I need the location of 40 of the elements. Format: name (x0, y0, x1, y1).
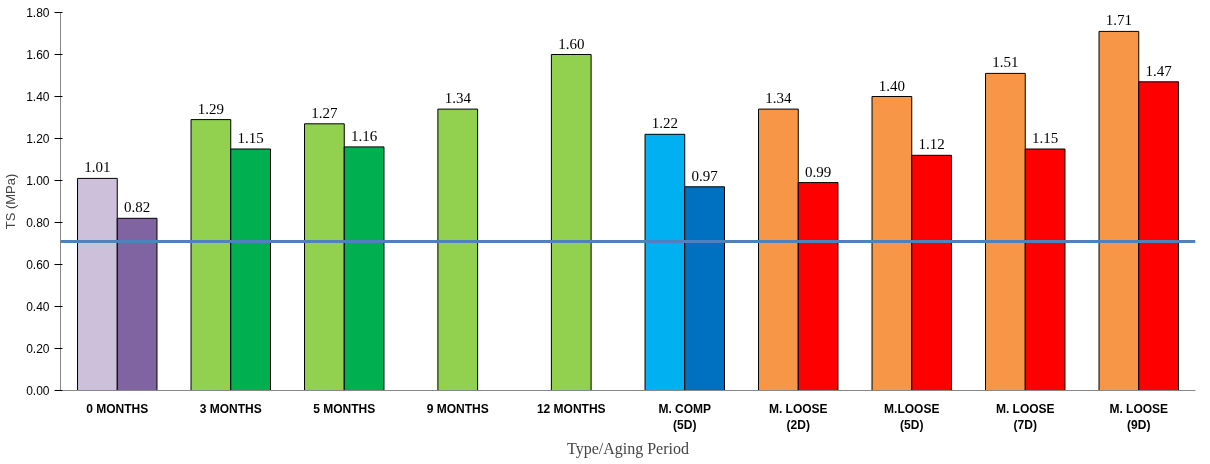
data-label: 1.15 (237, 130, 264, 146)
data-label: 1.27 (311, 104, 339, 121)
y-tick-label: 0.20 (26, 342, 50, 356)
y-tick-label: 1.20 (26, 132, 50, 146)
data-label: 0.99 (804, 163, 832, 180)
x-tick-label: M.LOOSE (5D) (884, 401, 940, 433)
data-label: 1.34 (765, 90, 793, 107)
x-tick-label: 5 MONTHS (313, 401, 376, 416)
data-label: 1.71 (1105, 12, 1133, 29)
y-tick-label: 0.80 (26, 216, 50, 230)
x-tick-label: 9 MONTHS (426, 401, 489, 416)
y-axis-title: TS (MPa) (3, 173, 19, 230)
y-tick-label: 0.00 (26, 384, 50, 398)
data-label: 1.34 (444, 90, 472, 107)
x-tick-label: M. LOOSE (2D) (768, 401, 828, 433)
y-tick-label: 0.40 (26, 300, 50, 314)
y-tick-label: 1.40 (26, 90, 50, 104)
data-label: 1.29 (197, 100, 225, 117)
data-label: 0.82 (123, 199, 151, 216)
x-tick-label: 3 MONTHS (199, 401, 262, 416)
y-tick-label: 1.00 (26, 174, 50, 188)
data-label: 1.01 (84, 159, 111, 176)
x-tick-label: M. LOOSE (9D) (1109, 401, 1169, 433)
x-tick-label: M. LOOSE (7D) (995, 401, 1055, 433)
data-label: 1.47 (1145, 62, 1173, 79)
y-tick-label: 1.60 (26, 48, 50, 62)
data-label: 1.15 (1031, 130, 1059, 146)
data-label: 1.22 (651, 115, 679, 132)
x-tick-label: 12 MONTHS (536, 401, 606, 416)
data-label: 1.40 (878, 77, 906, 94)
data-label: 1.60 (558, 35, 585, 52)
data-label: 0.97 (691, 167, 719, 184)
data-label: 1.16 (350, 127, 378, 144)
data-label: 1.12 (918, 136, 945, 153)
x-tick-label: M. COMP (5D) (658, 401, 712, 433)
data-label: 1.51 (992, 54, 1019, 71)
x-tick-label: 0 MONTHS (86, 401, 149, 416)
x-axis-title: Type/Aging Period (567, 440, 689, 459)
y-tick-label: 1.80 (26, 6, 50, 20)
y-tick-label: 0.60 (26, 258, 50, 272)
